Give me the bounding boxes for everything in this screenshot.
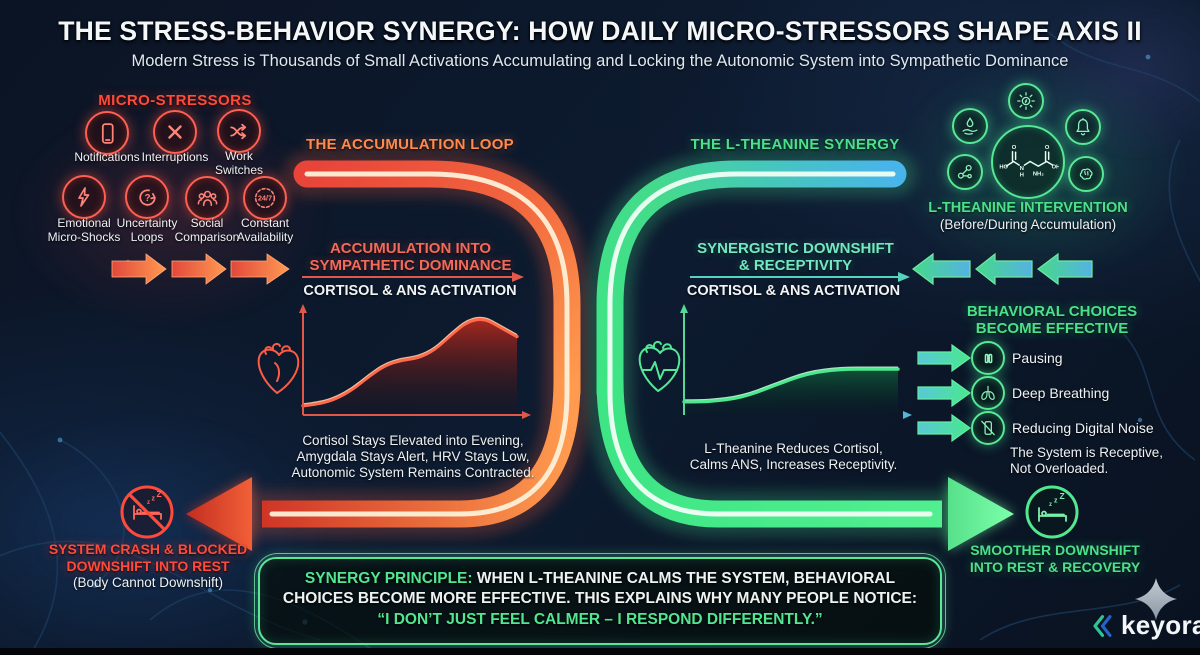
brand-logo: keyora [1088,610,1200,641]
heart-icon-stressed [257,342,300,394]
accumulation-loop-label: THE ACCUMULATION LOOP [306,136,514,153]
micro-item-label: Interruptions [141,150,209,164]
svg-text:Z: Z [157,489,162,499]
interruptions-x-icon [153,110,197,154]
heart-icon-calm [638,340,681,392]
svg-text:z: z [1054,498,1058,505]
synergy-subheading: SYNERGISTIC DOWNSHIFT & RECEPTIVITY [697,240,894,275]
sparkle-star-icon [1135,578,1177,620]
synergy-principle-quote: “I DON’T JUST FEEL CALMER – I RESPOND DI… [377,610,823,628]
notifications-icon [85,111,129,155]
ltheanine-chart [680,304,912,419]
micro-stressors-heading: MICRO-STRESSORS [98,92,252,109]
behavior-row-arrows [917,343,972,443]
svg-text:N: N [1020,166,1024,172]
work-switches-shuffle-icon [217,109,261,153]
svg-text:O: O [1012,145,1017,151]
page-title: THE STRESS-BEHAVIOR SYNERGY: HOW DAILY M… [58,16,1142,46]
bell-icon [1065,109,1101,145]
brain-icon [1068,156,1104,192]
synergy-principle-body: WHEN L-THEANINE CALMS THE SYSTEM, BEHAVI… [282,570,918,608]
svg-text:24/7: 24/7 [258,194,272,203]
behavior-heading: BEHAVIORAL CHOICES BECOME EFFECTIVE [966,303,1138,338]
svg-text:HO: HO [999,165,1008,171]
behavior-note: The System is Receptive, Not Overloaded. [1010,445,1164,477]
svg-text:H: H [1020,172,1024,178]
micro-item-label: Social Comparison [174,216,240,244]
molecule-bonds-icon [947,154,983,190]
sun-energy-icon [1008,83,1044,119]
accumulation-subheading: ACCUMULATION INTO SYMPATHETIC DOMINANCE [309,240,512,275]
crash-subtext: (Body Cannot Downshift) [72,575,224,590]
pause-icon [971,341,1005,375]
recovery-heading: SMOOTHER DOWNSHIFT INTO REST & RECOVERY [969,542,1141,575]
synergy-principle-lead: SYNERGY PRINCIPLE: [304,570,473,587]
emotional-micro-shocks-lightning-icon [62,175,106,219]
micro-item-label: Emotional Micro-Shocks [47,216,121,244]
micro-item-label: Notifications [74,150,140,164]
synergy-caption: L-Theanine Reduces Cortisol, Calms ANS, … [689,441,898,473]
svg-text:O: O [1045,145,1050,151]
ltheanine-synergy-label: THE L-THEANINE SYNERGY [690,136,900,153]
svg-text:z: z [1049,502,1052,508]
lungs-icon [971,376,1005,410]
synergy-principle-box: SYNERGY PRINCIPLE: WHEN L-THEANINE CALMS… [254,553,946,649]
l-theanine-molecule-icon: HO O N H NH₂ O OH [991,125,1065,199]
behavior-item-label: Pausing [1012,350,1063,366]
accumulation-caption: Cortisol Stays Elevated into Evening, Am… [291,433,535,481]
constant-availability-24-7-icon: 24/7 [243,176,287,220]
crash-heading: SYSTEM CRASH & BLOCKED DOWNSHIFT INTO RE… [48,541,248,574]
accumulation-chart [299,304,531,419]
svg-text:z: z [152,496,156,503]
accumulation-chart-title: CORTISOL & ANS ACTIVATION [303,283,517,299]
brand-name: keyora [1121,610,1200,640]
synergy-principle-text: SYNERGY PRINCIPLE: WHEN L-THEANINE CALMS… [274,569,926,630]
social-comparison-people-icon [185,176,229,220]
bottom-letterbox [0,648,1200,655]
svg-text:z: z [147,500,150,506]
no-sleep-icon: z z Z [120,485,174,539]
intervention-subheading: (Before/During Accumulation) [939,217,1117,232]
svg-text:?: ? [144,192,150,203]
hand-drop-icon [952,108,988,144]
micro-item-label: Constant Availability [236,216,294,244]
behavior-item-label: Deep Breathing [1012,385,1110,401]
behavior-item-label: Reducing Digital Noise [1012,420,1154,436]
intervention-heading: L-THEANINE INTERVENTION [928,200,1128,216]
uncertainty-loops-question-icon: ? [125,175,169,219]
svg-text:OH: OH [1052,165,1059,171]
phone-off-icon [971,411,1005,445]
keyora-k-icon [1093,614,1112,637]
page-subtitle: Modern Stress is Thousands of Small Acti… [131,52,1069,70]
sleep-icon: z z Z [1025,485,1079,539]
micro-item-label: Work Switches [214,149,264,177]
svg-text:Z: Z [1060,491,1065,501]
synergy-chart-title: CORTISOL & ANS ACTIVATION [686,283,901,299]
svg-text:NH₂: NH₂ [1033,171,1044,177]
micro-item-label: Uncertainty Loops [116,216,178,244]
